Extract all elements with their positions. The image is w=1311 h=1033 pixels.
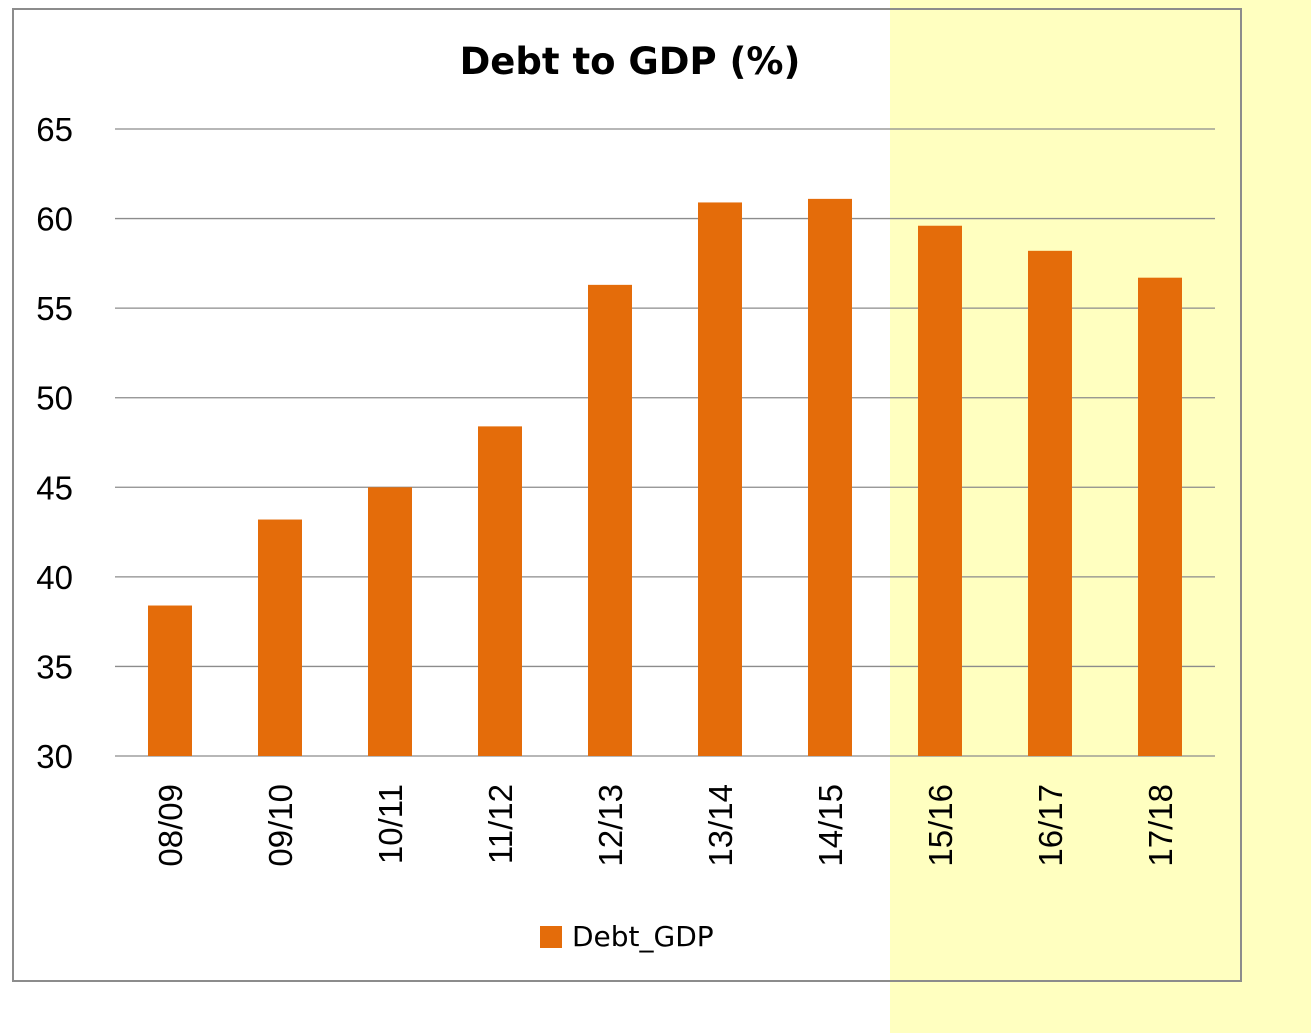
y-axis-ticks: 30 35 40 45 50 55 60 65	[36, 111, 73, 775]
x-tick-label: 14/15	[812, 784, 849, 867]
y-tick-label: 40	[36, 559, 73, 596]
y-tick-label: 45	[36, 469, 73, 506]
legend-swatch	[540, 925, 562, 948]
x-tick-label: 10/11	[372, 784, 409, 864]
y-tick-label: 30	[36, 738, 73, 775]
bars	[148, 198, 1182, 757]
y-tick-label: 55	[36, 290, 73, 327]
chart-title: Debt to GDP (%)	[459, 40, 801, 83]
chart-frame	[12, 8, 1242, 982]
x-tick-label: 16/17	[1032, 784, 1069, 867]
bar-08-09	[148, 605, 192, 756]
bar-14-15	[808, 198, 852, 756]
x-tick-label: 09/10	[262, 784, 299, 867]
bar-12-13	[588, 284, 632, 756]
x-tick-label: 13/14	[702, 784, 739, 867]
x-axis-ticks: 08/09 09/10 10/11 11/12 12/13 13/14 14/15 15/16…	[152, 784, 1179, 867]
bar-15-16	[918, 225, 962, 757]
legend-label: Debt_GDP	[572, 920, 714, 953]
bar-16-17	[1028, 250, 1072, 756]
x-tick-label: 11/12	[482, 784, 519, 864]
x-tick-label: 15/16	[922, 784, 959, 867]
bar-10-11	[368, 487, 412, 756]
legend: Debt_GDP	[540, 920, 714, 953]
bar-09-10	[258, 519, 302, 756]
bar-13-14	[698, 202, 742, 756]
x-tick-label: 08/09	[152, 784, 189, 867]
bar-11-12	[478, 426, 522, 756]
bar-17-18	[1138, 277, 1182, 756]
x-tick-label: 12/13	[592, 784, 629, 867]
y-tick-label: 60	[36, 201, 73, 238]
y-tick-label: 50	[36, 380, 73, 417]
y-tick-label: 65	[36, 111, 73, 148]
y-tick-label: 35	[36, 648, 73, 685]
x-tick-label: 17/18	[1142, 784, 1179, 867]
